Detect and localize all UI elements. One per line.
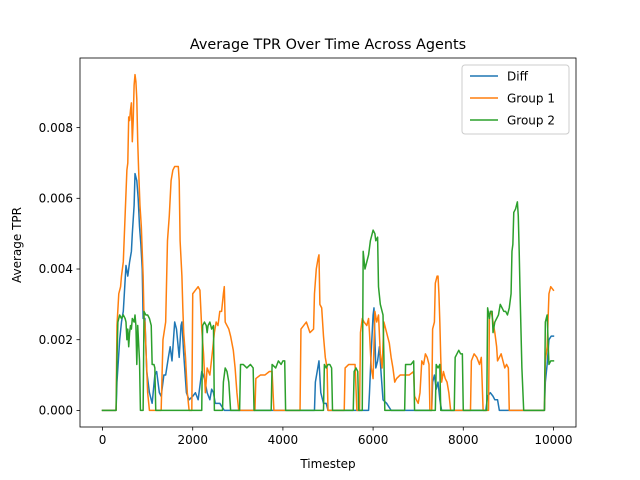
chart-title: Average TPR Over Time Across Agents	[190, 37, 466, 53]
y-tick-label: 0.008	[39, 121, 73, 135]
x-tick-label: 10000	[534, 433, 572, 447]
legend-label: Group 1	[507, 91, 555, 105]
series-line-diff	[101, 172, 555, 412]
legend: Diff Group 1 Group 2	[461, 64, 570, 135]
x-tick-label: 4000	[268, 433, 299, 447]
x-tick-label: 6000	[358, 433, 389, 447]
y-tick-label: 0.000	[39, 404, 73, 418]
legend-label: Diff	[507, 69, 529, 83]
plot-frame	[79, 57, 577, 428]
y-tick-label: 0.004	[39, 262, 73, 276]
x-axis: 0 2000 4000 6000 8000 10000	[99, 427, 573, 447]
x-tick-label: 8000	[448, 433, 479, 447]
x-tick-label: 0	[99, 433, 107, 447]
series-lines	[101, 73, 555, 412]
legend-box	[461, 64, 570, 135]
series-line-group-2	[101, 201, 555, 412]
plot-area	[79, 57, 577, 428]
x-tick-label: 2000	[177, 433, 208, 447]
y-axis-label: Average TPR	[10, 207, 24, 283]
x-axis-label: Timestep	[299, 457, 355, 471]
y-tick-label: 0.006	[39, 192, 73, 206]
series-line-group-1	[101, 73, 555, 412]
legend-label: Group 2	[507, 113, 555, 127]
y-tick-label: 0.002	[39, 333, 73, 347]
y-axis: 0.000 0.002 0.004 0.006 0.008	[39, 121, 80, 418]
